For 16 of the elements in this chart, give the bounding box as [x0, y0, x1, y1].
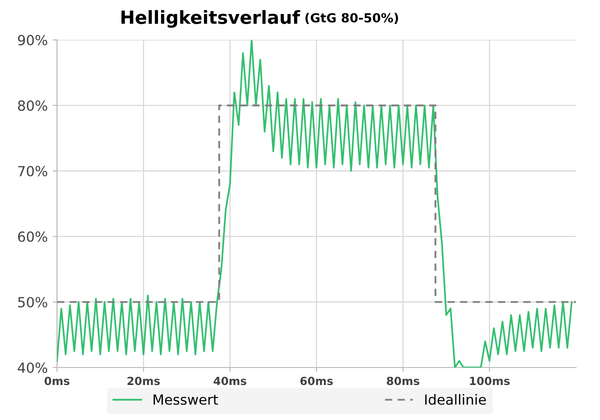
- x-tick-label: 80ms: [386, 376, 420, 386]
- y-tick-label: 40%: [18, 362, 48, 373]
- x-tick-label: 0ms: [44, 376, 70, 386]
- y-tick-label: 50%: [18, 296, 48, 308]
- x-tick-label: 20ms: [128, 376, 160, 386]
- y-tick-label: 80%: [18, 100, 48, 111]
- y-tick-label: 60%: [18, 231, 48, 242]
- legend-label: Ideallinie: [425, 394, 486, 405]
- y-tick-label: 90%: [18, 34, 48, 46]
- legend-label: Messwert: [154, 394, 218, 405]
- x-tick-label: 100ms: [470, 376, 510, 386]
- x-tick-label: 60ms: [300, 376, 333, 386]
- y-tick-label: 70%: [18, 166, 48, 176]
- chart-subtitle: (GtG 80-50%): [305, 12, 398, 24]
- x-tick-label: 40ms: [214, 376, 246, 386]
- chart-title: Helligkeitsverlauf: [121, 10, 300, 28]
